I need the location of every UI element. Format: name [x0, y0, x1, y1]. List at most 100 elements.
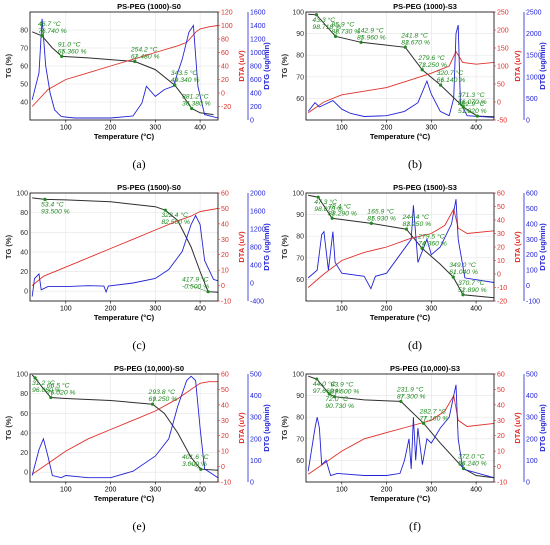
x-tick-label: 300: [425, 125, 437, 132]
tg-tick-label: 60: [20, 230, 28, 237]
annotation-leader: [316, 14, 319, 17]
x-tick-label: 300: [149, 125, 161, 132]
dta-tick-label: -10: [221, 480, 231, 487]
annotation-leader: [335, 29, 338, 37]
dta-tick-label: 0: [221, 283, 225, 290]
x-axis-label: Temperature (°C): [94, 132, 155, 141]
annotation-label: 83.670 %: [401, 39, 430, 46]
annotation-label: 254.2 °C: [130, 46, 158, 54]
tg-tick-label: 100: [292, 372, 304, 379]
annotation-label: 279.5 °C: [417, 232, 445, 240]
annotation-leader: [463, 108, 478, 117]
dta-tick-label: -20: [497, 299, 507, 306]
tg-axis-label: TG (%): [4, 234, 13, 259]
dta-tick-label: 50: [221, 387, 229, 394]
annotation-leader: [134, 54, 138, 62]
annotation-label: 349.0 °C: [449, 261, 476, 269]
annotation-leader: [371, 216, 374, 224]
dtg-tick-label: 400: [250, 91, 262, 98]
dta-tick-label: 100: [497, 64, 509, 71]
dtg-tick-label: 1000: [250, 50, 266, 57]
annotation-label: 282.7 °C: [419, 407, 447, 415]
annotation-leader: [400, 394, 404, 402]
dtg-tick-label: 800: [250, 64, 262, 71]
dtg-tick-label: 2000: [250, 191, 266, 198]
tg-tick-label: 70: [20, 46, 28, 53]
series-dta-line: [31, 381, 218, 475]
annotation-label: 49.340 %: [171, 77, 200, 84]
dta-tick-label: 20: [221, 433, 229, 440]
annotation-label: 371.3 °C: [458, 91, 485, 99]
plot-frame: [305, 373, 495, 483]
series-tg-line: [31, 374, 219, 471]
annotation-leader: [44, 199, 48, 202]
annotation-label: 43.3 °C: [312, 16, 335, 24]
dta-tick-label: 20: [221, 77, 229, 84]
tg-axis-label: TG (%): [4, 53, 13, 78]
annotation-label: 76.740 %: [38, 28, 67, 35]
chart-title: PS-PEG (1500)-S0: [117, 183, 181, 192]
series-dtg-line: [307, 24, 495, 118]
dta-axis-label: DTA (uV): [237, 412, 246, 444]
dtg-tick-label: 400: [526, 221, 538, 228]
dta-tick-label: 30: [221, 418, 229, 425]
dtg-tick-label: -100: [526, 299, 540, 306]
dta-tick-label: -10: [497, 285, 507, 292]
annotation-label: 241.8 °C: [400, 31, 428, 39]
series-dta-line: [307, 50, 495, 114]
tg-tick-label: 80: [20, 210, 28, 217]
x-tick-label: 200: [381, 487, 393, 494]
annotation-marker: [133, 59, 137, 64]
dta-tick-label: 40: [221, 402, 229, 409]
annotation-label: 322.4 °C: [161, 211, 188, 219]
tg-tick-label: 40: [20, 100, 28, 107]
dta-tick-label: 0: [497, 464, 501, 471]
dta-tick-label: 40: [497, 218, 505, 225]
annotation-label: 46.7 °C: [38, 20, 61, 28]
tg-tick-label: 90: [296, 393, 304, 400]
annotation-leader: [406, 222, 409, 230]
annotation-leader: [187, 284, 209, 292]
annotation-label: 73.250 %: [418, 62, 447, 69]
dta-tick-label: 60: [497, 191, 505, 198]
annotation-leader: [41, 28, 45, 36]
dta-tick-label: 60: [221, 191, 229, 198]
dtg-tick-label: 300: [526, 415, 538, 422]
annotation-label: 77.160 %: [420, 415, 449, 422]
annotation-label: 89.500 %: [331, 389, 360, 396]
dtg-tick-label: 400: [526, 393, 538, 400]
dta-tick-label: 200: [497, 28, 509, 35]
dtg-tick-label: 2500: [526, 10, 542, 17]
x-tick-label: 100: [60, 487, 72, 494]
dta-axis-label: DTA (uV): [513, 231, 522, 263]
chart-title: PS-PEG (10,000)-S0: [114, 364, 184, 373]
tg-tick-label: 100: [16, 372, 28, 379]
annotation-leader: [423, 416, 426, 424]
dtg-tick-label: 1600: [250, 209, 266, 216]
dtg-tick-label: 600: [250, 77, 262, 84]
dta-tick-label: 30: [497, 418, 505, 425]
annotation-label: 98.718 %: [312, 24, 341, 31]
panel-letter: (d): [408, 338, 422, 352]
annotation-leader: [152, 397, 155, 405]
tg-tick-label: 50: [20, 82, 28, 89]
tg-axis-label: TG (%): [280, 234, 289, 259]
annotation-label: 381.2 °C: [182, 93, 209, 101]
annotation-label: 87.300 %: [397, 393, 426, 400]
annotation-label: 279.6 °C: [417, 54, 445, 62]
tg-tick-label: 40: [20, 249, 28, 256]
dta-tick-label: -50: [497, 118, 507, 125]
dtg-tick-label: 2000: [526, 31, 542, 38]
x-tick-label: 200: [105, 306, 117, 313]
tg-tick-label: 60: [296, 277, 304, 284]
series-dta-line: [31, 207, 219, 286]
annotation-leader: [187, 462, 201, 470]
x-tick-label: 300: [149, 487, 161, 494]
tg-tick-label: 0: [24, 289, 28, 296]
annotation-label: 293.8 °C: [148, 388, 176, 396]
annotation-label: 96.060 %: [32, 387, 61, 394]
